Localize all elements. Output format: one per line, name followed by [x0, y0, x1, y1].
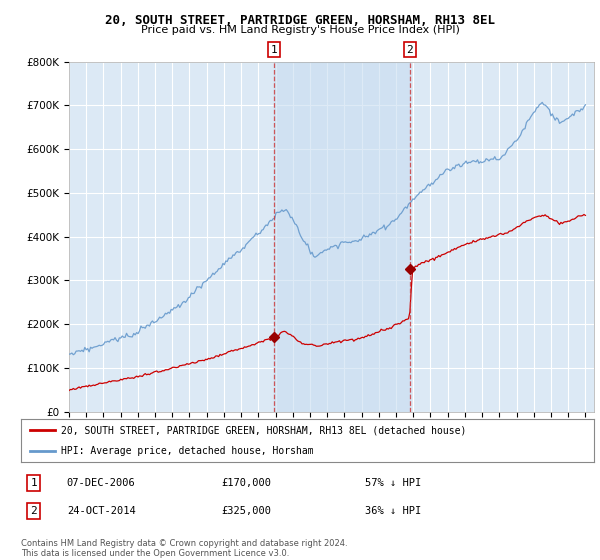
Text: HPI: Average price, detached house, Horsham: HPI: Average price, detached house, Hors…: [61, 446, 314, 456]
Text: 20, SOUTH STREET, PARTRIDGE GREEN, HORSHAM, RH13 8EL: 20, SOUTH STREET, PARTRIDGE GREEN, HORSH…: [105, 14, 495, 27]
Text: Contains HM Land Registry data © Crown copyright and database right 2024.
This d: Contains HM Land Registry data © Crown c…: [21, 539, 347, 558]
Text: Price paid vs. HM Land Registry's House Price Index (HPI): Price paid vs. HM Land Registry's House …: [140, 25, 460, 35]
Text: £170,000: £170,000: [221, 478, 272, 488]
Text: £325,000: £325,000: [221, 506, 272, 516]
Text: 20, SOUTH STREET, PARTRIDGE GREEN, HORSHAM, RH13 8EL (detached house): 20, SOUTH STREET, PARTRIDGE GREEN, HORSH…: [61, 425, 466, 435]
Text: 2: 2: [407, 45, 413, 55]
Text: 1: 1: [30, 478, 37, 488]
Text: 24-OCT-2014: 24-OCT-2014: [67, 506, 136, 516]
Text: 1: 1: [271, 45, 278, 55]
Text: 57% ↓ HPI: 57% ↓ HPI: [365, 478, 421, 488]
Text: 36% ↓ HPI: 36% ↓ HPI: [365, 506, 421, 516]
Text: 07-DEC-2006: 07-DEC-2006: [67, 478, 136, 488]
Text: 2: 2: [30, 506, 37, 516]
Bar: [274, 62, 410, 412]
